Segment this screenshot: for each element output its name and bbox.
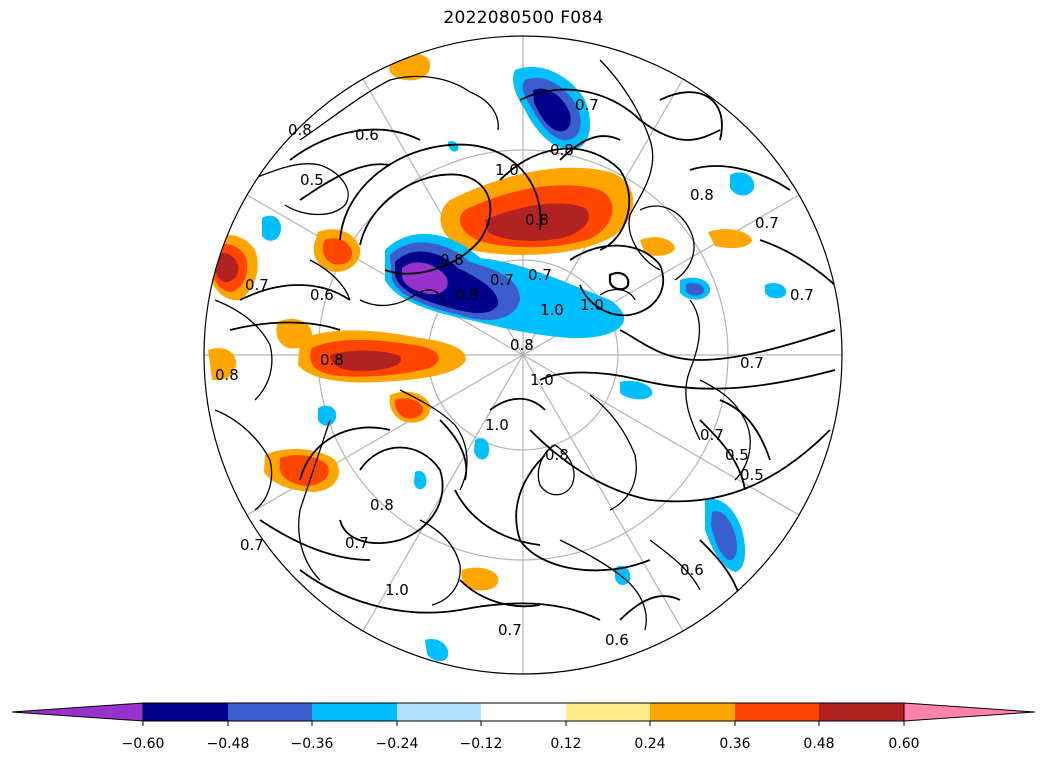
contour-label: 1.0 bbox=[580, 296, 604, 314]
shade-cold-misc bbox=[425, 639, 449, 662]
map-title: 2022080500 F084 bbox=[443, 8, 604, 28]
contour-label: 0.7 bbox=[755, 214, 779, 232]
contour-label: 1.0 bbox=[530, 371, 554, 389]
contour-label: 0.8 bbox=[440, 251, 464, 269]
contour-label: 0.8 bbox=[320, 351, 344, 369]
contour-label: 0.6 bbox=[355, 126, 379, 144]
contour-label: 0.7 bbox=[245, 276, 269, 294]
shade-cold-misc bbox=[711, 511, 738, 561]
shade-warm-north bbox=[485, 203, 589, 241]
contour-label: 0.5 bbox=[300, 171, 324, 189]
shade-warm-south bbox=[461, 567, 499, 591]
contour-label: 1.0 bbox=[495, 161, 519, 179]
shade-cold-misc bbox=[765, 283, 787, 299]
colorbar-tick-label: 0.36 bbox=[719, 736, 750, 752]
contour-label: 0.7 bbox=[498, 621, 522, 639]
contour-label: 0.7 bbox=[490, 271, 514, 289]
contour-label: 0.6 bbox=[680, 561, 704, 579]
colorbar-tick-label: 0.24 bbox=[634, 736, 665, 752]
shade-warm-misc bbox=[279, 455, 329, 486]
colorbar-tick-label: 0.12 bbox=[550, 736, 581, 752]
contour-label: 0.7 bbox=[790, 286, 814, 304]
colorbar-bin bbox=[735, 703, 819, 721]
shade-cold-misc bbox=[686, 282, 705, 296]
contour-label: 0.8 bbox=[370, 496, 394, 514]
colorbar-bin bbox=[312, 703, 397, 721]
contour-label: 1.0 bbox=[485, 416, 509, 434]
colorbar-tick-label: −0.48 bbox=[207, 736, 250, 752]
shade-warm-misc bbox=[276, 318, 312, 349]
shade-cold-top bbox=[533, 88, 571, 132]
shade-warm-west bbox=[330, 350, 401, 372]
colorbar-extend-max bbox=[903, 702, 1036, 722]
colorbar-bin bbox=[650, 703, 735, 721]
colorbar-ticks bbox=[142, 721, 905, 726]
colorbar-tick-label: −0.36 bbox=[291, 736, 334, 752]
contour-labels: 0.8 0.6 0.8 1.0 0.5 0.7 0.8 0.7 0.7 0.8 … bbox=[215, 96, 814, 649]
contour-label: 0.6 bbox=[310, 286, 334, 304]
contour-label: 0.8 bbox=[550, 141, 574, 159]
colorbar-bin bbox=[143, 703, 228, 721]
colorbar-bin bbox=[481, 703, 566, 721]
shade-warm-edge bbox=[214, 253, 239, 282]
contour-label: 0.5 bbox=[740, 466, 764, 484]
shade-cold-misc bbox=[262, 215, 282, 241]
contour-lines bbox=[229, 88, 841, 621]
shade-cold-misc bbox=[414, 470, 427, 490]
shade-cold-misc bbox=[730, 172, 755, 196]
colorbar-tick-label: −0.24 bbox=[376, 736, 419, 752]
shade-cold-misc bbox=[474, 438, 490, 460]
contour-label: 1.0 bbox=[385, 581, 409, 599]
shade-warm-misc bbox=[322, 238, 353, 265]
colorbar-tick-label: 0.60 bbox=[888, 736, 919, 752]
coastlines bbox=[214, 59, 751, 631]
map-boundary bbox=[203, 35, 843, 675]
colorbar-tick-label: 0.48 bbox=[803, 736, 834, 752]
contour-label: 0.8 bbox=[525, 211, 549, 229]
shade-warm-misc bbox=[208, 348, 236, 381]
contour-label: 0.8 bbox=[510, 336, 534, 354]
contour-label: 0.7 bbox=[740, 354, 764, 372]
colorbar-bin bbox=[397, 703, 481, 721]
colorbar-tick-label: −0.12 bbox=[460, 736, 503, 752]
contour-label: 0.7 bbox=[575, 96, 599, 114]
contour-label: 0.8 bbox=[545, 446, 569, 464]
shade-warm-misc bbox=[640, 237, 675, 256]
colorbar-extend-min bbox=[11, 702, 144, 722]
contour-label: 0.7 bbox=[700, 426, 724, 444]
shade-cold-misc bbox=[318, 405, 337, 426]
colorbar-bin bbox=[228, 703, 312, 721]
shade-warm-misc bbox=[394, 398, 424, 419]
shade-cold-north bbox=[402, 262, 448, 295]
colorbar-bin bbox=[566, 703, 650, 721]
contour-label: 0.6 bbox=[605, 631, 629, 649]
contour-label: 1.0 bbox=[540, 301, 564, 319]
contour-label: 0.7 bbox=[240, 536, 264, 554]
colorbar-bin bbox=[819, 703, 904, 721]
contour-label: 0.7 bbox=[528, 266, 552, 284]
shade-warm-misc bbox=[448, 141, 459, 152]
contour-label: 0.7 bbox=[345, 534, 369, 552]
shade-cold-misc bbox=[620, 380, 653, 400]
contour-label: 0.8 bbox=[215, 366, 239, 384]
contour-label: 0.5 bbox=[725, 446, 749, 464]
shade-warm-misc bbox=[708, 229, 752, 248]
contour-label: 0.8 bbox=[288, 121, 312, 139]
colorbar-frame bbox=[142, 702, 905, 722]
colorbar: −0.60 −0.48 −0.36 −0.24 −0.12 0.12 0.24 … bbox=[11, 702, 1036, 752]
colorbar-tick-label: −0.60 bbox=[122, 736, 165, 752]
contour-label: 0.8 bbox=[455, 286, 479, 304]
contour-label: 0.8 bbox=[690, 186, 714, 204]
